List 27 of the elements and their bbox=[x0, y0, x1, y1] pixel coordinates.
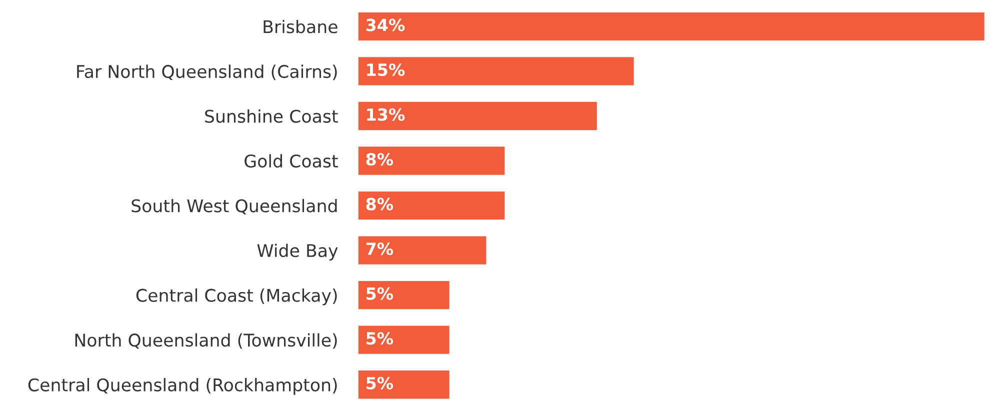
bar bbox=[358, 369, 451, 400]
data-label: 13% bbox=[367, 108, 405, 121]
y-tick-label: South West Queensland bbox=[132, 198, 337, 214]
bar bbox=[358, 145, 506, 176]
data-label: 5% bbox=[366, 287, 394, 300]
data-label: 8% bbox=[366, 198, 394, 210]
y-tick-label: Gold Coast bbox=[244, 154, 338, 168]
bar bbox=[358, 280, 451, 311]
bar bbox=[358, 234, 488, 266]
bar bbox=[358, 324, 451, 356]
data-label: 15% bbox=[367, 63, 405, 76]
data-label: 8% bbox=[366, 152, 394, 166]
data-label: 7% bbox=[366, 242, 394, 256]
y-tick-label: Sunshine Coast bbox=[205, 109, 338, 123]
y-tick-label: Far North Queensland (Cairns) bbox=[77, 64, 337, 80]
y-tick-label: Central Coast (Mackay) bbox=[136, 288, 337, 306]
y-tick-label: Central Queensland (Rockhampton) bbox=[28, 378, 337, 395]
y-tick-label: North Queensland (Townsville) bbox=[75, 333, 337, 349]
bar bbox=[358, 190, 506, 222]
bar bbox=[358, 10, 986, 42]
data-label: 5% bbox=[366, 376, 394, 390]
bar bbox=[358, 100, 598, 132]
y-tick-label: Brisbane bbox=[264, 20, 338, 34]
y-tick-label: Wide Bay bbox=[257, 244, 338, 261]
data-label: 34% bbox=[366, 18, 405, 32]
data-label: 5% bbox=[366, 332, 394, 345]
bar bbox=[358, 56, 636, 87]
